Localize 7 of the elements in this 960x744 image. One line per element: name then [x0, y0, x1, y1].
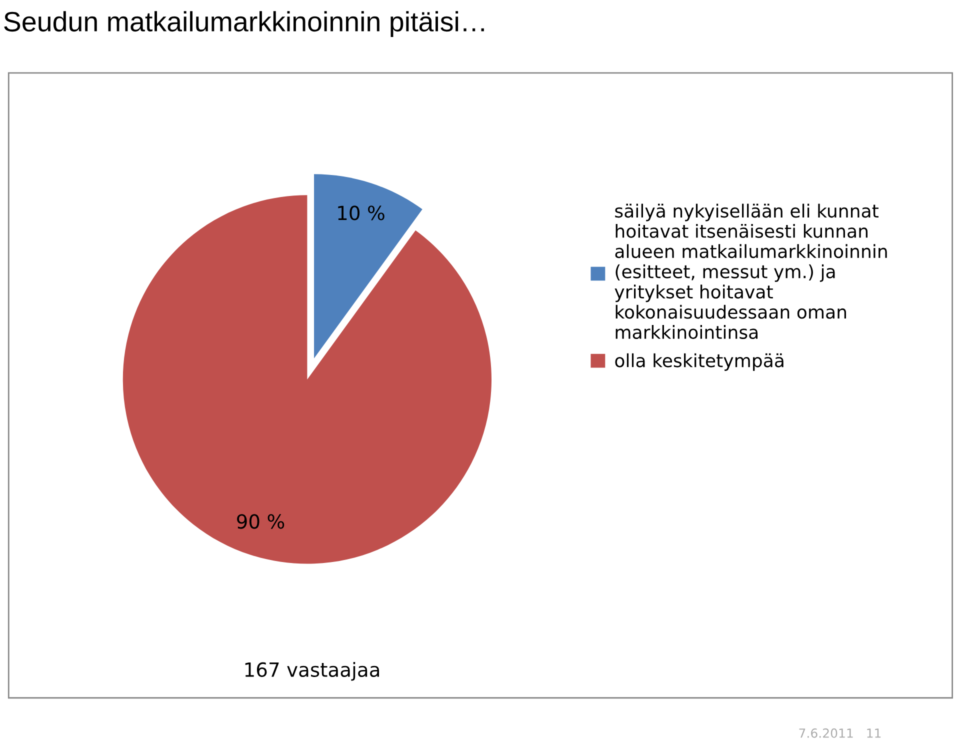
- chart-title: Seudun matkailumarkkinoinnin pitäisi…: [4, 11, 484, 38]
- data-label: 10 %: [338, 206, 384, 220]
- text: 7.6.2011 11: [799, 728, 881, 738]
- legend-label: olla keskitetympää: [615, 353, 784, 371]
- text: 167 vastaajaa: [245, 662, 379, 681]
- data-label: 90 %: [237, 514, 284, 529]
- legend-label: säilyä nykyisellään eli kunnat hoitavat itsenäisesti kunnan alueen matkailumarkkinoinnin (esitteet, messut ym.) ja yritykset hoitavat kokonaisuudessaan oman markkinointinsa: [614, 204, 887, 340]
